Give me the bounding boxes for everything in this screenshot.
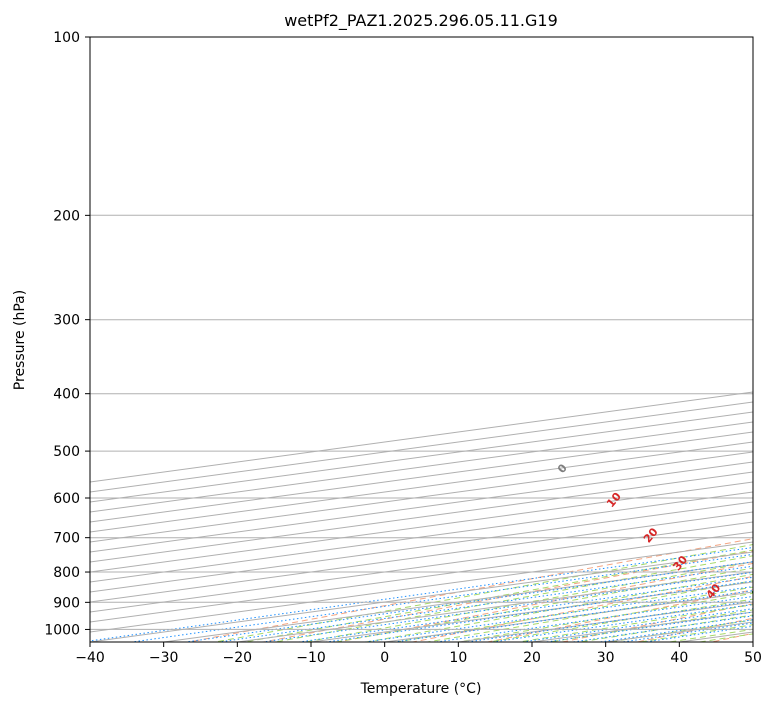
mixing-ratio-line [215,565,753,642]
y-tick-label: 100 [53,30,80,46]
moist-adiabat-line [393,580,753,642]
mixing-ratio-line [464,600,753,642]
isotherm-line [90,501,753,593]
chart-title: wetPf2_PAZ1.2025.296.05.11.G19 [284,11,558,31]
y-tick-label: 700 [53,531,80,547]
x-tick-label: −40 [75,650,105,666]
y-axis-label: Pressure (hPa) [12,290,28,390]
plot-frame [89,36,754,643]
dry-adiabat-line [186,538,753,642]
y-tick-label: 800 [53,565,80,581]
x-axis-label: Temperature (°C) [360,681,482,697]
mixing-ratio-line [518,608,753,642]
x-axis: −40 −30 −20 −10 0 10 20 30 40 50 [75,642,762,666]
y-tick-label: 400 [53,387,80,403]
isotherm-line [90,461,753,553]
y-tick-label: 1000 [44,622,80,638]
mixing-ratio-line [488,603,753,642]
x-tick-label: 50 [744,650,762,666]
y-tick-label: 200 [53,208,80,224]
moist-adiabat-line [302,561,753,642]
background-lines [90,37,753,642]
isotherm-line [90,491,753,583]
y-tick-label: 600 [53,491,80,507]
y-tick-label: 900 [53,595,80,611]
x-tick-label: 40 [670,650,688,666]
x-tick-label: 10 [449,650,467,666]
y-tick-label: 300 [53,313,80,329]
mixing-ratio-line [259,571,753,642]
y-tick-label: 500 [53,444,80,460]
x-tick-label: 30 [597,650,615,666]
mixing-ratio-line [182,561,753,642]
x-tick-label: −30 [149,650,179,666]
x-tick-label: 20 [523,650,541,666]
x-tick-label: 0 [380,650,389,666]
x-tick-label: −20 [223,650,253,666]
isotherm-line [90,521,753,613]
y-axis: 100 200 300 400 500 600 700 800 900 1000 [44,30,90,638]
isotherm-line [90,471,753,563]
isotherm-line [90,531,753,623]
isotherm-line [90,511,753,603]
moist-adiabat-line [454,592,753,642]
moist-adiabat-line [485,598,753,642]
x-tick-label: −10 [296,650,326,666]
isotherm-line [90,541,753,633]
moist-adiabat-line [332,567,753,642]
moist-adiabat-line [546,609,753,642]
isotherm-line [90,481,753,573]
